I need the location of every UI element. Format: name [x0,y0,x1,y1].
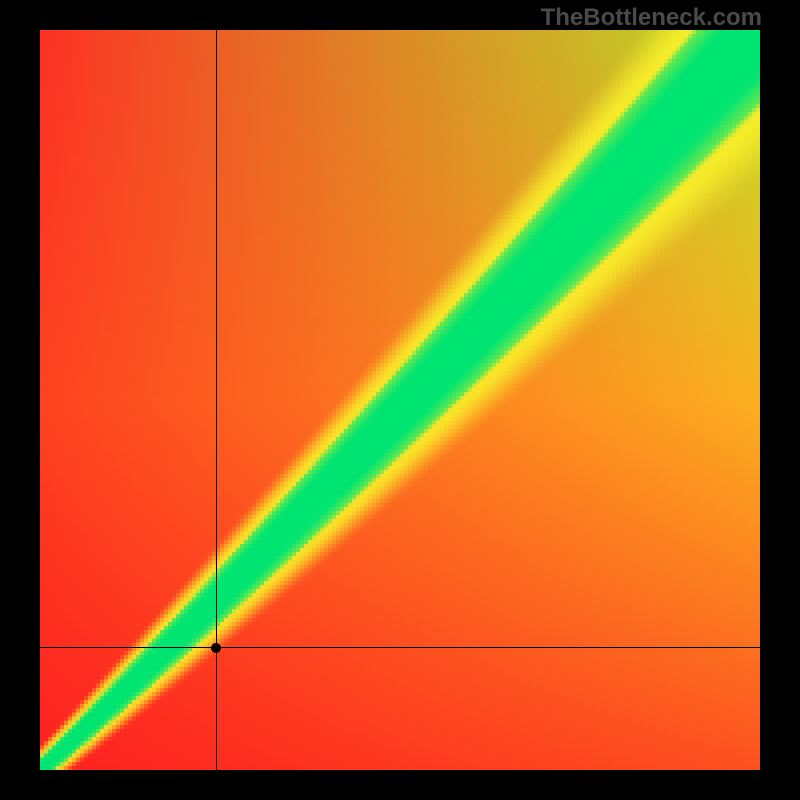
bottleneck-heatmap [40,30,760,770]
crosshair-horizontal [40,647,760,648]
chart-container: TheBottleneck.com [0,0,800,800]
watermark-text: TheBottleneck.com [541,4,762,32]
crosshair-vertical [216,30,217,770]
